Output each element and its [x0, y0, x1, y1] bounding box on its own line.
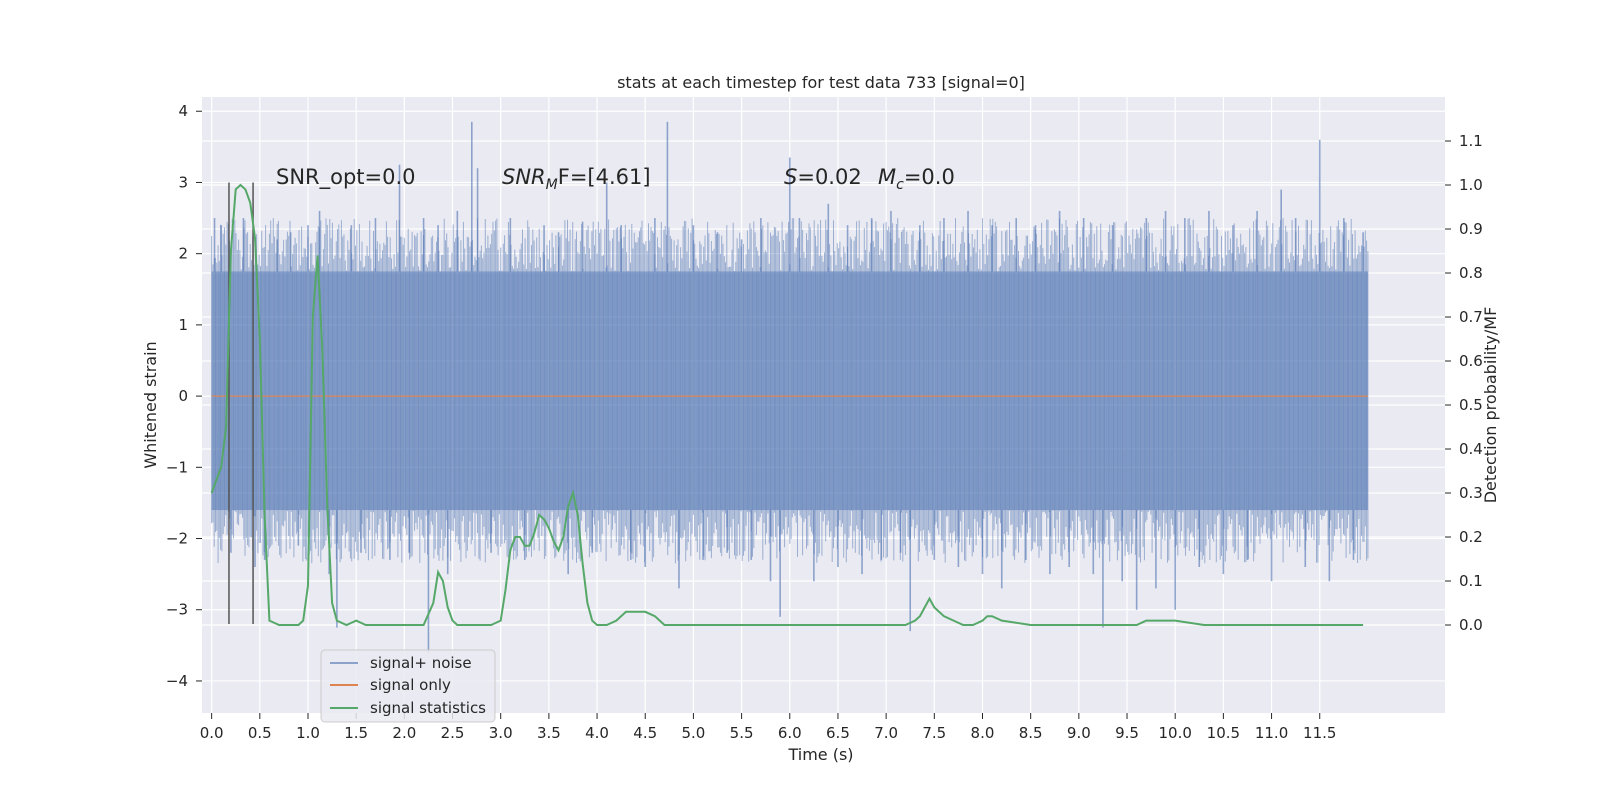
x-tick-label: 3.5	[537, 724, 561, 742]
x-axis-label: Time (s)	[787, 745, 853, 764]
signal-statistics-line	[210, 183, 1364, 627]
y-left-tick-label: 0	[178, 387, 188, 405]
y-right-tick-label: 0.4	[1459, 440, 1483, 458]
x-tick-label: 6.5	[826, 724, 850, 742]
x-tick-label: 4.5	[633, 724, 657, 742]
series-signal-noise	[211, 121, 1369, 653]
x-tick-label: 10.5	[1207, 724, 1240, 742]
y-right-tick-label: 0.2	[1459, 528, 1483, 546]
legend-label-signal-noise: signal+ noise	[370, 654, 472, 672]
y-right-tick-label: 0.0	[1459, 616, 1483, 634]
axes: 0.0 0.5 1.0 1.5 2.0 2.5 3.0 3.5 4.0 4.5 5.0 5.5 6.0 6…	[166, 102, 1483, 742]
mc-value: =0.0	[904, 165, 955, 189]
x-tick-label: 3.0	[489, 724, 513, 742]
y-right-tick-label: 1.1	[1459, 132, 1483, 150]
snr-mf-subscript: M	[546, 177, 558, 193]
snr-mf-symbol: SNR	[502, 165, 546, 189]
noise-trace	[211, 218, 1369, 564]
y-axis-label-right: Detection probability/MF	[1481, 307, 1500, 504]
y-right-tick-label: 0.6	[1459, 352, 1483, 370]
y-left-tick-label: −1	[166, 458, 188, 476]
chart-title: stats at each timestep for test data 733…	[617, 73, 1025, 92]
x-tick-label: 8.0	[971, 724, 995, 742]
legend-label-signal-statistics: signal statistics	[370, 699, 486, 717]
x-tick-label: 7.0	[874, 724, 898, 742]
y-right-tick-label: 0.9	[1459, 220, 1483, 238]
x-tick-label: 9.5	[1115, 724, 1139, 742]
y-left-tick-label: 2	[178, 245, 188, 263]
x-tick-label: 5.0	[681, 724, 705, 742]
x-tick-label: 10.0	[1158, 724, 1191, 742]
x-tick-label: 2.5	[441, 724, 465, 742]
annotation-mc: Mc=0.0	[878, 165, 955, 193]
legend: signal+ noise signal only signal statist…	[320, 649, 496, 723]
y-right-tick-label: 0.3	[1459, 484, 1483, 502]
y-left-tick-label: −4	[166, 672, 188, 690]
annotation-s: S=0.02	[784, 165, 862, 189]
x-tick-label: 5.5	[730, 724, 754, 742]
series-signal-statistics	[210, 183, 1364, 627]
s-value: =0.02	[797, 165, 861, 189]
y-left-tick-label: −3	[166, 601, 188, 619]
annotation-snr-mf: SNRMF=[4.61]	[502, 165, 651, 193]
x-tick-label: 1.0	[296, 724, 320, 742]
s-symbol: S	[784, 165, 797, 189]
x-tick-label: 0.0	[200, 724, 224, 742]
x-tick-label: 9.0	[1067, 724, 1091, 742]
x-tick-label: 11.5	[1303, 724, 1336, 742]
x-tick-label: 6.0	[778, 724, 802, 742]
y-left-tick-label: 3	[178, 173, 188, 191]
x-tick-label: 0.5	[248, 724, 272, 742]
mc-subscript: c	[896, 177, 904, 193]
snr-mf-value: F=[4.61]	[558, 165, 651, 189]
x-tick-label: 7.5	[922, 724, 946, 742]
x-tick-label: 2.0	[392, 724, 416, 742]
y-right-tick-label: 0.5	[1459, 396, 1483, 414]
y-right-tick-label: 0.7	[1459, 308, 1483, 326]
y-axis-label-left: Whitened strain	[141, 341, 160, 468]
mc-symbol: M	[878, 165, 896, 189]
y-left-tick-label: 4	[178, 102, 188, 120]
y-left-tick-label: −2	[166, 530, 188, 548]
legend-box	[320, 649, 496, 723]
y-left-tick-label: 1	[178, 316, 188, 334]
y-right-tick-label: 0.1	[1459, 572, 1483, 590]
legend-label-signal-only: signal only	[370, 676, 451, 694]
y-right-tick-label: 1.0	[1459, 176, 1483, 194]
vertical-markers	[228, 182, 254, 624]
x-tick-label: 4.0	[585, 724, 609, 742]
x-tick-label: 11.0	[1255, 724, 1288, 742]
annotation-snr-opt: SNR_opt=0.0	[276, 165, 416, 190]
y-right-tick-label: 0.8	[1459, 264, 1483, 282]
x-tick-label: 8.5	[1019, 724, 1043, 742]
x-tick-label: 1.5	[344, 724, 368, 742]
